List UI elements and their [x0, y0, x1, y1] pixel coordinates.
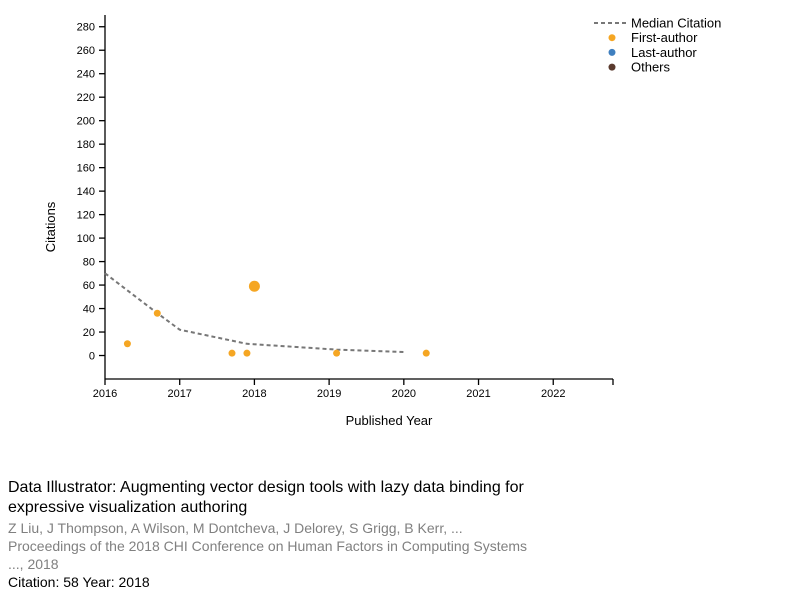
y-tick-label: 40	[83, 304, 95, 316]
y-tick-label: 120	[77, 210, 95, 222]
y-tick-label: 280	[77, 22, 95, 34]
y-tick-label: 140	[77, 186, 95, 198]
scatter-points	[123, 280, 430, 357]
y-axis-label: Citations	[43, 201, 58, 252]
legend-label: First-author	[631, 30, 698, 45]
paper-title: Data Illustrator: Augmenting vector desi…	[8, 479, 524, 516]
y-tick-label: 100	[77, 233, 95, 245]
paper-citation-year: Citation: 58 Year: 2018	[8, 574, 150, 590]
x-tick-label: 2018	[242, 388, 266, 400]
x-axis-label: Published Year	[346, 413, 433, 428]
citation-chart: 020406080100120140160180200220240260280 …	[43, 15, 721, 428]
x-tick-label: 2021	[466, 388, 490, 400]
y-axis: 0 20 40 60 80 100 120 140 160 180 200 220 240 260 280	[77, 15, 106, 379]
paper-authors: Z Liu, J Thompson, A Wilson, M Dontcheva…	[8, 520, 463, 536]
data-point[interactable]	[422, 349, 430, 357]
y-tick-label: 80	[83, 257, 95, 269]
legend-label: Last-author	[631, 45, 697, 60]
legend-swatch	[608, 63, 616, 71]
data-point[interactable]	[153, 309, 161, 317]
data-point[interactable]	[248, 280, 260, 292]
y-tick-label: 0	[89, 351, 95, 363]
y-tick-label: 20	[83, 327, 95, 339]
y-tick-label: 220	[77, 92, 95, 104]
y-tick-label: 260	[77, 45, 95, 57]
data-point[interactable]	[333, 349, 341, 357]
paper-details: Data Illustrator: Augmenting vector desi…	[8, 478, 528, 591]
y-tick-label: 60	[83, 280, 95, 292]
median-citation-line	[104, 272, 404, 353]
legend-swatch	[608, 34, 616, 42]
y-tick-label: 200	[77, 116, 95, 128]
x-tick-label: 2020	[392, 388, 416, 400]
x-tick-label: 2019	[317, 388, 341, 400]
legend-label: Others	[631, 60, 671, 75]
x-tick-label: 2017	[167, 388, 191, 400]
y-tick-label: 240	[77, 69, 95, 81]
x-tick-label: 2022	[541, 388, 565, 400]
legend-swatch	[608, 48, 616, 56]
paper-venue: Proceedings of the 2018 CHI Conference o…	[8, 538, 528, 572]
x-tick-label: 2016	[93, 388, 117, 400]
chart-legend: Median CitationFirst-authorLast-authorOt…	[594, 16, 721, 75]
x-axis: 2016 2017 2018 2019 2020 2021 2022	[93, 378, 614, 400]
y-tick-label: 160	[77, 163, 95, 175]
data-point[interactable]	[123, 340, 131, 348]
data-point[interactable]	[243, 349, 251, 357]
y-tick-label: 180	[77, 139, 95, 151]
legend-label: Median Citation	[631, 16, 721, 31]
data-point[interactable]	[228, 349, 236, 357]
